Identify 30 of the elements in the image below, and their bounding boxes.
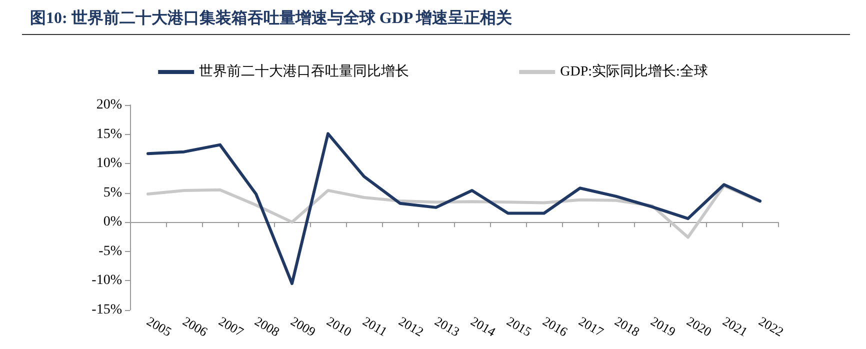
y-tick-label: -10% xyxy=(92,273,122,288)
x-tick-label: 2010 xyxy=(324,313,354,340)
chart-title: 图10: 世界前二十大港口集装箱吞吐量增速与全球 GDP 增速呈正相关 xyxy=(30,8,512,29)
x-tick-label: 2018 xyxy=(612,313,642,340)
x-tick-label: 2014 xyxy=(468,313,499,340)
line-series xyxy=(146,132,762,286)
x-tick-label: 2019 xyxy=(648,313,678,340)
x-tick-label: 2016 xyxy=(540,313,571,340)
legend-label: 世界前二十大港口吞吐量同比增长 xyxy=(199,64,410,80)
y-tick-label: 5% xyxy=(103,185,122,200)
legend-label: GDP:实际同比增长:全球 xyxy=(560,64,708,80)
y-tick-label: -15% xyxy=(92,302,122,318)
y-tick-label: -5% xyxy=(98,244,122,259)
x-tick-label: 2022 xyxy=(756,313,786,340)
x-tick-label: 2011 xyxy=(360,313,390,340)
x-tick-label: 2008 xyxy=(252,313,282,340)
y-tick-label: 20% xyxy=(96,98,122,112)
x-tick-label: 2012 xyxy=(396,313,426,340)
x-tick-label: 2007 xyxy=(216,313,247,340)
x-tick-label: 2020 xyxy=(684,313,714,340)
x-tick-label: 2005 xyxy=(144,313,174,340)
x-tick-label: 2009 xyxy=(288,313,318,340)
x-tick-label: 2021 xyxy=(720,313,750,340)
x-tick-label: 2006 xyxy=(180,313,211,340)
y-tick-label: 15% xyxy=(96,126,122,142)
x-tick-label: 2015 xyxy=(504,313,534,340)
y-tick-label: 10% xyxy=(96,156,122,172)
y-tick-label: 0% xyxy=(103,214,122,230)
x-tick-label: 2013 xyxy=(432,313,462,340)
x-tick-label: 2017 xyxy=(576,313,607,340)
